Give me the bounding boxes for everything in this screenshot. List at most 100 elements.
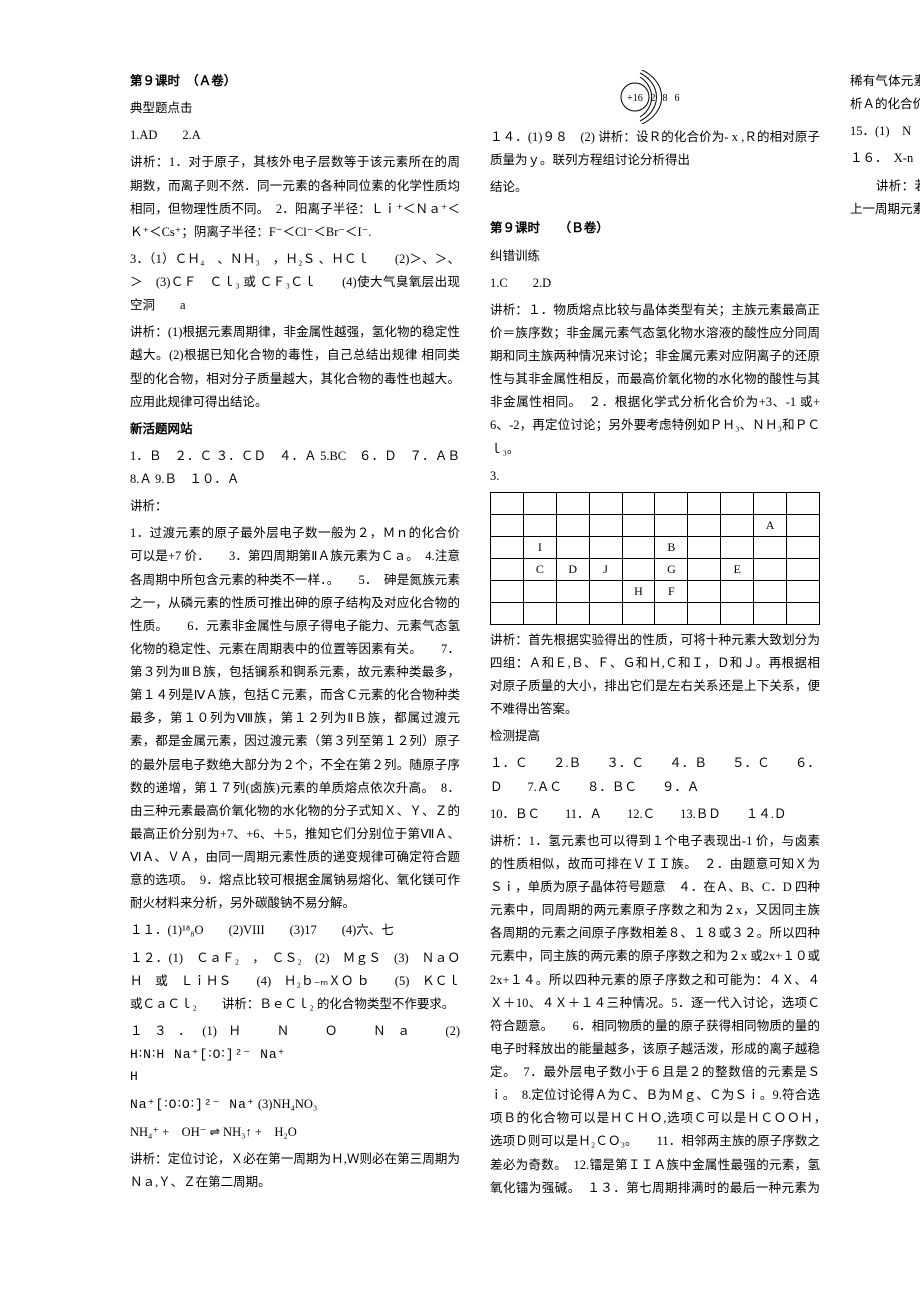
- table-cell: [523, 580, 556, 602]
- table-cell: [491, 536, 524, 558]
- table-row: [491, 492, 820, 514]
- table-cell: [622, 514, 655, 536]
- table-cell: [655, 514, 688, 536]
- table-row: A: [491, 514, 820, 536]
- question-14: １４．(1)９８ (2) 讲析：设Ｒ的化合价为- x ,Ｒ的相对原子质量为ｙ。联…: [490, 126, 820, 172]
- table-cell: [721, 536, 754, 558]
- table-cell: [491, 492, 524, 514]
- page: 第９课时 （Ａ卷） 典型题点击 1.AD 2.A 讲析：1．对于原子，其核外电子…: [0, 0, 920, 1302]
- analysis-text: 讲析：1．对于原子，其核外电子层数等于该元素所在的周期数，而离子则不然．同一元素…: [130, 151, 460, 244]
- table-cell: [721, 514, 754, 536]
- analysis-text: 讲析：首先根据实验得出的性质，可将十种元素大致划分为四组：Ａ和Ｅ,Ｂ、Ｆ、Ｇ和Ｈ…: [490, 629, 820, 722]
- atom-shell-diagram: +16 2 8 6: [490, 70, 820, 126]
- table-cell: [655, 602, 688, 624]
- lewis-structure-line: Na⁺[∶O∶O∶]²⁻ Na⁺ (3)NH₄NO₃: [130, 1093, 460, 1117]
- table-cell: [556, 514, 589, 536]
- lesson-b-heading: 第９课时 （Ｂ卷）: [490, 217, 820, 240]
- analysis-text: 讲析：定位讨论，Ｘ必在第一周期为Ｈ,Ｗ则必在第三周期为Ｎａ,Ｙ、Ｚ在第二周期。: [130, 1148, 460, 1194]
- table-cell: [655, 492, 688, 514]
- table-cell: [688, 602, 721, 624]
- table-cell: [787, 558, 820, 580]
- answers-line: １２．(1) ＣａＦ₂ ， ＣＳ₂ (2) ＭｇＳ (3) ＮａＯＨ 或 ＬｉＨ…: [130, 947, 460, 1016]
- table-cell: [622, 558, 655, 580]
- table-cell: [754, 558, 787, 580]
- table-cell: C: [523, 558, 556, 580]
- table-cell: [589, 536, 622, 558]
- table-cell: A: [754, 514, 787, 536]
- table-cell: [688, 514, 721, 536]
- shell-count: 6: [675, 93, 680, 104]
- nucleus-label: +16: [627, 93, 643, 104]
- two-column-layout: 第９课时 （Ａ卷） 典型题点击 1.AD 2.A 讲析：1．对于原子，其核外电子…: [130, 70, 820, 1230]
- table-cell: [622, 492, 655, 514]
- analysis-text: 讲析：若Ａ、Ｂ同在第ⅠＡ族相邻时,两者原子序数相差上一周期元素种类；若Ａ、Ｂ同在…: [850, 175, 920, 221]
- table-cell: H: [622, 580, 655, 602]
- section-title: 检测提高: [490, 725, 820, 748]
- lesson-a-heading: 第９课时 （Ａ卷）: [130, 70, 460, 93]
- table-cell: J: [589, 558, 622, 580]
- answers-line: １１．(1)¹⁸₈O (2)VIII (3)17 (4)六、七: [130, 919, 460, 942]
- table-cell: [523, 492, 556, 514]
- table-cell: [491, 602, 524, 624]
- table-cell: [688, 492, 721, 514]
- spacer: [490, 203, 820, 217]
- question-number: 3.: [490, 465, 820, 488]
- table-cell: [622, 602, 655, 624]
- table-cell: B: [655, 536, 688, 558]
- table-cell: [589, 514, 622, 536]
- section-title: 新活题网站: [130, 418, 460, 441]
- table-cell: E: [721, 558, 754, 580]
- answers-line: 10．ＢＣ 11．Ａ 12.Ｃ 13.ＢＤ １４.Ｄ: [490, 803, 820, 826]
- table-cell: [787, 602, 820, 624]
- table-cell: [787, 514, 820, 536]
- table-cell: [688, 580, 721, 602]
- table-cell: [688, 536, 721, 558]
- table-row: HF: [491, 580, 820, 602]
- question-prefix: １３．(1)Ｈ Ｎ Ｏ Ｎａ (2): [130, 1024, 460, 1038]
- table-cell: [688, 558, 721, 580]
- table-row: CDJ G E: [491, 558, 820, 580]
- table-cell: [787, 492, 820, 514]
- table-cell: [754, 536, 787, 558]
- lewis-structure: H∶N∶H Na⁺[∶O∶]²⁻ Na⁺: [130, 1047, 286, 1062]
- answers-line: １．Ｃ ２.Ｂ ３．Ｃ ４．Ｂ ５．Ｃ ６．Ｄ 7.ＡＣ ８．ＢＣ ９．Ａ: [490, 752, 820, 798]
- table-cell: [556, 536, 589, 558]
- answers-line: 1.AD 2.A: [130, 124, 460, 147]
- analysis-text: 讲析：(1)根据元素周期律，非金属性越强，氢化物的稳定性越大。(2)根据已知化合…: [130, 321, 460, 414]
- table-cell: [589, 492, 622, 514]
- table-cell: [523, 514, 556, 536]
- section-title: 纠错训练: [490, 245, 820, 268]
- table-cell: [754, 580, 787, 602]
- table-row: IB: [491, 536, 820, 558]
- analysis-text: 讲析：１．物质熔点比较与晶体类型有关；主族元素最高正价＝族序数；非金属元素气态氢…: [490, 299, 820, 461]
- table-cell: [754, 492, 787, 514]
- table-row: [491, 602, 820, 624]
- lewis-structure: H: [130, 1065, 460, 1089]
- table-cell: I: [523, 536, 556, 558]
- analysis-text: 1．过渡元素的原子最外层电子数一般为２，Ｍｎ的化合价可以是+7 价． 3．第四周…: [130, 522, 460, 915]
- formula-text: (3)NH₄NO₃: [258, 1097, 317, 1111]
- table-cell: [754, 602, 787, 624]
- answers-line: １６． X-n X＋m X－m X＋n ８５ 55: [850, 147, 920, 170]
- table-cell: [589, 602, 622, 624]
- lewis-structure-line: １３．(1)Ｈ Ｎ Ｏ Ｎａ (2) H∶N∶H Na⁺[∶O∶]²⁻ Na⁺: [130, 1020, 460, 1067]
- answers-line: 1.C 2.D: [490, 272, 820, 295]
- lewis-structure: Na⁺[∶O∶O∶]²⁻ Na⁺: [130, 1097, 255, 1112]
- table-cell: D: [556, 558, 589, 580]
- table-cell: [787, 536, 820, 558]
- table-cell: [491, 558, 524, 580]
- analysis-label: 讲析：: [130, 495, 460, 518]
- table-cell: [523, 602, 556, 624]
- table-cell: [787, 580, 820, 602]
- answers-line: 1．Ｂ ２．Ｃ ３．ＣＤ ４．Ａ 5.BC ６．Ｄ ７．ＡＢ 8.Ａ 9.Ｂ １…: [130, 445, 460, 491]
- table-cell: [556, 602, 589, 624]
- table-cell: [589, 580, 622, 602]
- table-cell: [556, 492, 589, 514]
- section-title: 典型题点击: [130, 97, 460, 120]
- table-cell: G: [655, 558, 688, 580]
- table-cell: [622, 536, 655, 558]
- question-prefix: １４．(1)９８ (2): [490, 130, 595, 144]
- table-cell: [721, 602, 754, 624]
- answers-line: 15．(1) N ③； (2) Sn ④； (3) Ｆｅ ①: [850, 120, 920, 143]
- equation-line: NH₄⁺ + OH⁻ ⇌ NH₃↑ + H₂O: [130, 1121, 460, 1144]
